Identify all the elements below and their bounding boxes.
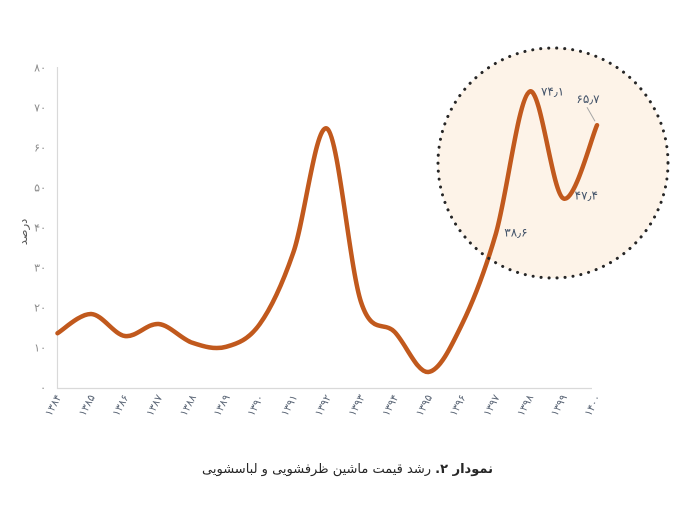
y-tick-label: ۷۰ (34, 102, 46, 115)
y-tick-label: ۲۰ (34, 302, 46, 315)
figure-caption: نمودار ۲. رشد قیمت ماشین ظرفشویی و لباسش… (0, 462, 695, 477)
x-tick-label: ۱۳۹۴ (380, 393, 401, 419)
x-tick-label: ۱۳۸۵ (77, 392, 98, 418)
x-tick-label: ۱۳۹۸ (515, 392, 536, 418)
x-tick-label: ۱۳۹۲ (313, 392, 334, 418)
y-tick-label: ۴۰ (34, 222, 46, 235)
annotation-leader-line (586, 106, 596, 122)
y-tick-label: ۰ (40, 382, 46, 395)
x-tick-label: ۱۳۸۴ (43, 393, 64, 419)
x-tick-label: ۱۳۹۵ (414, 392, 435, 418)
annotation-label: ۳۸٫۶ (504, 226, 527, 240)
y-tick-label: ۶۰ (34, 142, 46, 155)
axis-lines (56, 67, 592, 390)
x-tick-label: ۱۳۹۹ (549, 392, 570, 418)
x-tick-label: ۱۳۹۶ (448, 393, 469, 419)
x-tick-label: ۱۳۹۳ (346, 392, 367, 418)
caption-text: رشد قیمت ماشین ظرفشویی و لباسشویی (202, 462, 432, 477)
y-tick-label: ۵۰ (34, 182, 46, 195)
caption-label: نمودار ۲. (435, 462, 493, 477)
y-tick-label: ۱۰ (34, 342, 46, 355)
x-tick-label: ۱۴۰۰ (582, 393, 603, 419)
x-tick-label: ۱۳۸۸ (178, 392, 199, 418)
x-tick-label: ۱۳۹۰ (245, 393, 266, 419)
annotation-label: ۴۷٫۴ (575, 188, 598, 202)
x-tick-label: ۱۳۹۷ (481, 392, 502, 418)
y-tick-label: ۳۰ (34, 262, 46, 275)
series-line (55, 89, 600, 375)
price-growth-line-chart: ۰ ۱۰ ۲۰ ۳۰ ۴۰ ۵۰ ۶۰ ۷۰ ۸۰ درصد ۱۳۸۴ ۱۳۸۵ ۱۳۸۶ ۱۳۸۷ ۱۳۸… (16, 46, 670, 419)
x-tick-label: ۱۳۸۹ (212, 392, 233, 418)
annotation-label: ۷۴٫۱ (541, 85, 564, 99)
annotation-label: ۶۵٫۷ (576, 92, 600, 106)
x-tick-label: ۱۳۹۱ (279, 393, 300, 419)
highlight-dotted-border (436, 46, 670, 280)
x-tick-label: ۱۳۸۶ (110, 393, 131, 419)
y-axis-title: درصد (16, 219, 31, 245)
y-tick-label: ۸۰ (34, 62, 46, 75)
x-tick-label: ۱۳۸۷ (144, 392, 165, 418)
